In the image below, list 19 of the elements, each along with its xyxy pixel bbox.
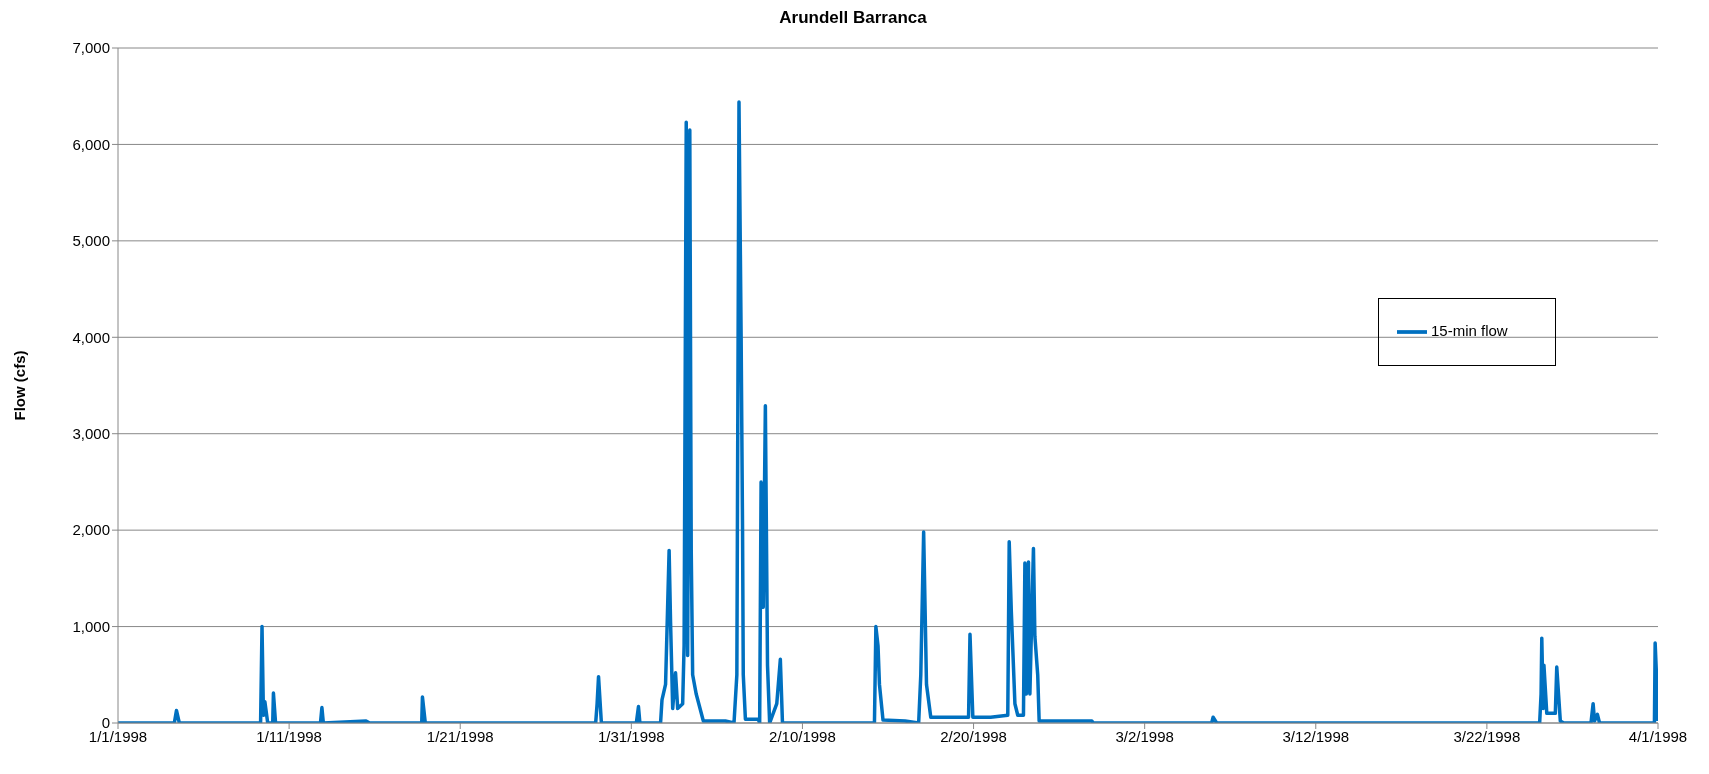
y-axis-title: Flow (cfs) bbox=[11, 350, 29, 421]
x-tick-label: 1/21/1998 bbox=[426, 727, 494, 745]
y-tick-label: 6,000 bbox=[72, 135, 110, 153]
x-tick-label: 1/31/1998 bbox=[597, 727, 665, 745]
x-tick-label: 3/2/1998 bbox=[1115, 727, 1174, 745]
x-tick-label: 2/10/1998 bbox=[769, 727, 836, 745]
x-tick-label: 3/22/1998 bbox=[1453, 727, 1521, 745]
x-tick-label: 3/12/1998 bbox=[1282, 727, 1350, 745]
y-tick-label: 7,000 bbox=[72, 39, 110, 57]
y-tick-label: 2,000 bbox=[72, 521, 110, 539]
legend-label: 15-min flow bbox=[1431, 321, 1508, 339]
x-tick-label: 1/11/1998 bbox=[256, 727, 322, 745]
y-tick-label: 4,000 bbox=[72, 328, 110, 346]
chart-title: Arundell Barranca bbox=[778, 8, 928, 28]
x-tick-label: 4/1/1998 bbox=[1628, 727, 1688, 745]
y-tick-label: 3,000 bbox=[72, 425, 110, 443]
x-tick-label: 2/20/1998 bbox=[940, 727, 1007, 745]
y-tick-label: 5,000 bbox=[72, 232, 110, 250]
y-tick-label: 1,000 bbox=[72, 617, 110, 635]
